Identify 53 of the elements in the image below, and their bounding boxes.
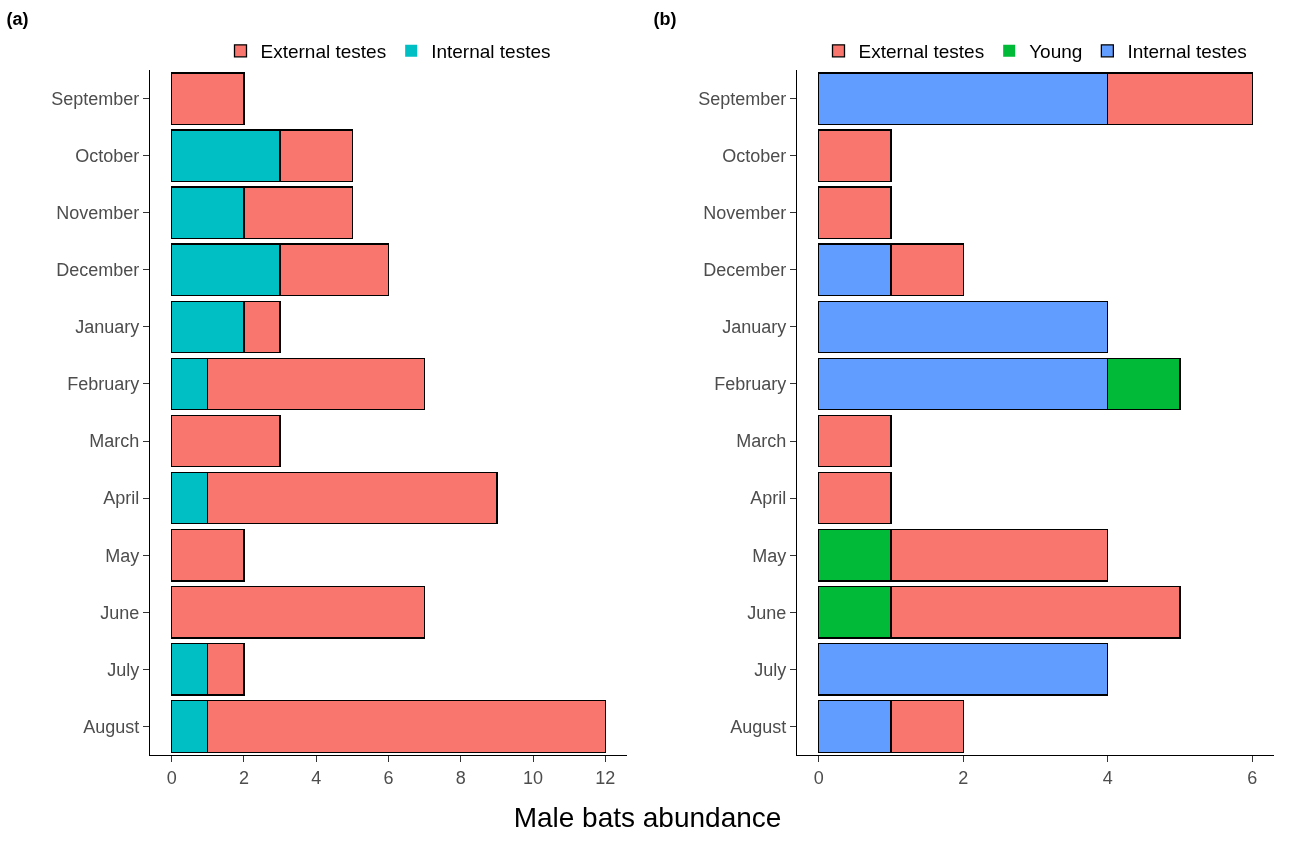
x-tick-label: 12 <box>595 767 616 788</box>
y-tick-label: August <box>730 716 787 737</box>
y-tick-label: July <box>107 659 140 680</box>
bar <box>171 585 426 639</box>
x-tick-label: 10 <box>523 767 544 788</box>
legend-label: External testes <box>858 41 985 63</box>
y-tick-label: July <box>754 659 787 680</box>
y-tick-label: December <box>703 260 787 281</box>
y-tick-label: November <box>56 203 140 224</box>
y-tick-label: September <box>698 88 787 109</box>
y-tick-label: January <box>75 317 140 338</box>
x-axis-title: Male bats abundance <box>512 802 783 834</box>
y-tick-label: February <box>714 374 787 395</box>
legend-label: Young <box>1029 41 1083 63</box>
y-tick-label: November <box>703 203 787 224</box>
bar <box>171 414 281 468</box>
y-tick-label: May <box>105 545 140 566</box>
y-tick-label: December <box>56 260 140 281</box>
legend-label: Internal testes <box>431 41 551 63</box>
y-tick-label: May <box>752 545 787 566</box>
x-tick-label: 2 <box>238 767 249 788</box>
bar <box>171 528 245 582</box>
chart-title: (b) <box>653 8 677 29</box>
y-tick-label: June <box>100 602 140 623</box>
x-tick-label: 8 <box>455 767 466 788</box>
x-tick-label: 6 <box>1247 767 1258 788</box>
x-tick-label: 0 <box>813 767 824 788</box>
y-tick-label: September <box>51 88 140 109</box>
bar <box>171 72 245 125</box>
y-tick-label: March <box>736 431 787 452</box>
bar <box>818 643 1109 696</box>
bar <box>818 186 892 240</box>
y-tick-label: February <box>67 374 140 395</box>
bar <box>818 300 1109 354</box>
x-tick-label: 4 <box>1102 767 1113 788</box>
legend-label: External testes <box>260 41 387 63</box>
y-tick-label: March <box>89 431 140 452</box>
y-tick-label: October <box>75 145 140 166</box>
x-tick-label: 4 <box>311 767 322 788</box>
x-tick-label: 6 <box>383 767 394 788</box>
y-tick-label: April <box>103 488 140 509</box>
legend-label: Internal testes <box>1127 41 1247 63</box>
x-tick-label: 2 <box>958 767 969 788</box>
y-tick-label: October <box>722 145 787 166</box>
y-tick-label: August <box>83 716 140 737</box>
bar <box>818 471 892 525</box>
chart-title: (a) <box>6 8 29 29</box>
bar <box>818 414 892 468</box>
y-tick-label: January <box>722 317 787 338</box>
y-tick-label: April <box>750 488 787 509</box>
x-tick-label: 0 <box>166 767 177 788</box>
y-tick-label: June <box>747 602 787 623</box>
bar <box>818 129 892 182</box>
